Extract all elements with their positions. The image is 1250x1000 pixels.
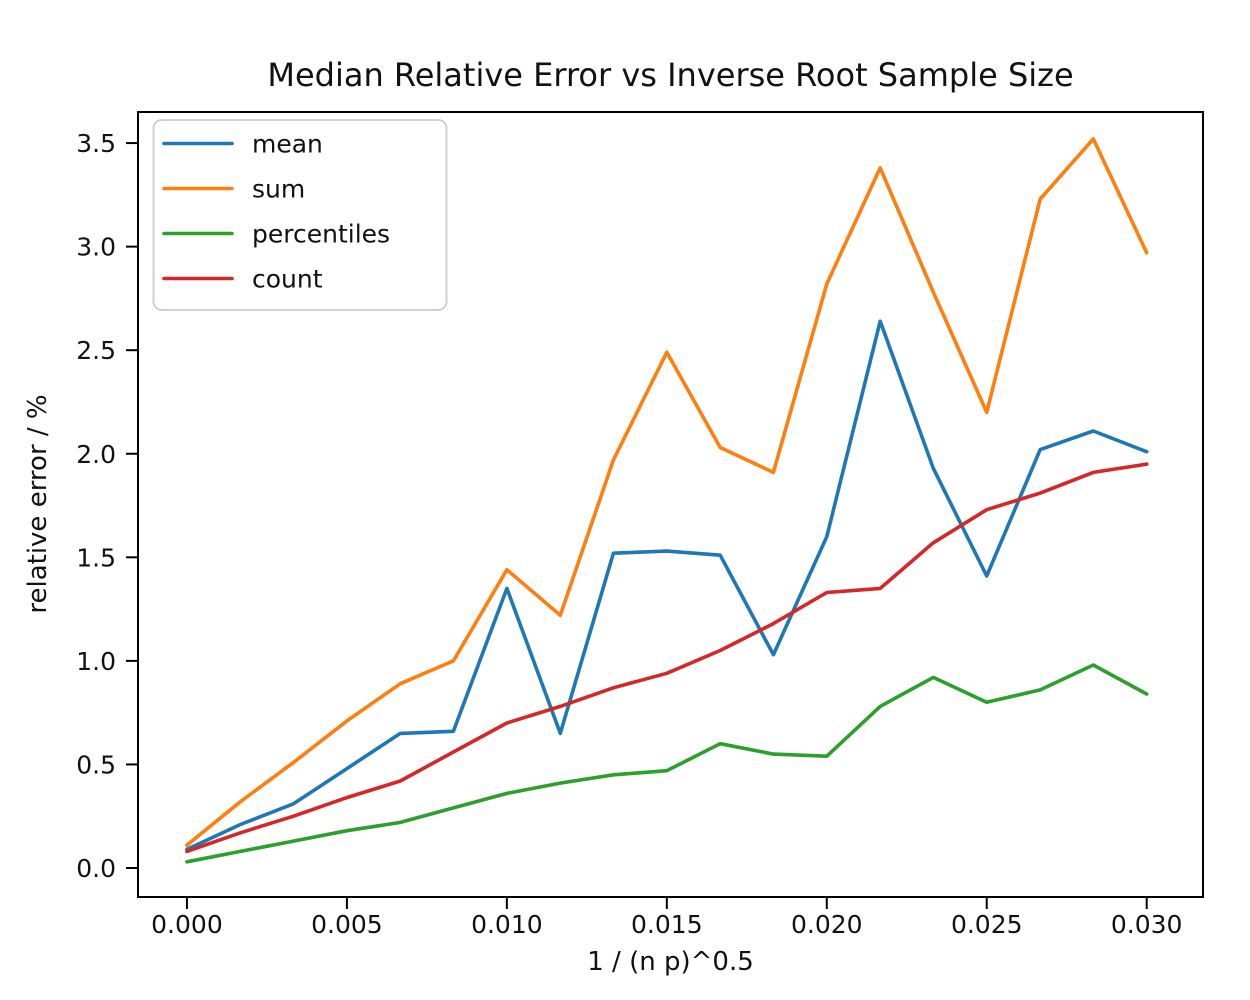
y-axis-tick-label: 2.5: [76, 336, 116, 365]
series-line-mean: [185, 319, 1149, 852]
y-axis-tick-label: 0.5: [76, 750, 116, 779]
y-axis-tick-label: 2.0: [76, 440, 116, 469]
x-axis-tick-label: 0.010: [471, 910, 543, 939]
legend-label-sum: sum: [252, 175, 305, 204]
y-axis-tick-label: 3.0: [76, 233, 116, 262]
series-line-percentiles: [185, 663, 1149, 864]
series-line-count: [185, 462, 1149, 854]
y-axis-tick-label: 0.0: [76, 854, 116, 883]
plot-border: [137, 111, 1204, 898]
x-axis-tick-label: 0.000: [151, 910, 223, 939]
y-axis-tick-label: 1.5: [76, 543, 116, 572]
legend-box: [152, 119, 448, 311]
legend-label-percentiles: percentiles: [252, 220, 390, 249]
x-axis-tick-label: 0.020: [791, 910, 863, 939]
y-axis-tick-label: 1.0: [76, 647, 116, 676]
x-axis-label: 1 / (n p)^0.5: [587, 947, 754, 977]
series-line-sum: [185, 137, 1149, 848]
x-axis-tick-label: 0.015: [631, 910, 703, 939]
x-axis-tick-label: 0.025: [951, 910, 1023, 939]
legend: mean sum percentiles count: [152, 119, 448, 311]
legend-label-count: count: [252, 265, 323, 294]
y-axis-tick-label: 3.5: [76, 129, 116, 158]
x-axis-tick-label: 0.005: [311, 910, 383, 939]
x-axis-tick-label: 0.030: [1111, 910, 1183, 939]
legend-label-mean: mean: [252, 130, 323, 159]
chart-title: Median Relative Error vs Inverse Root Sa…: [267, 56, 1074, 94]
